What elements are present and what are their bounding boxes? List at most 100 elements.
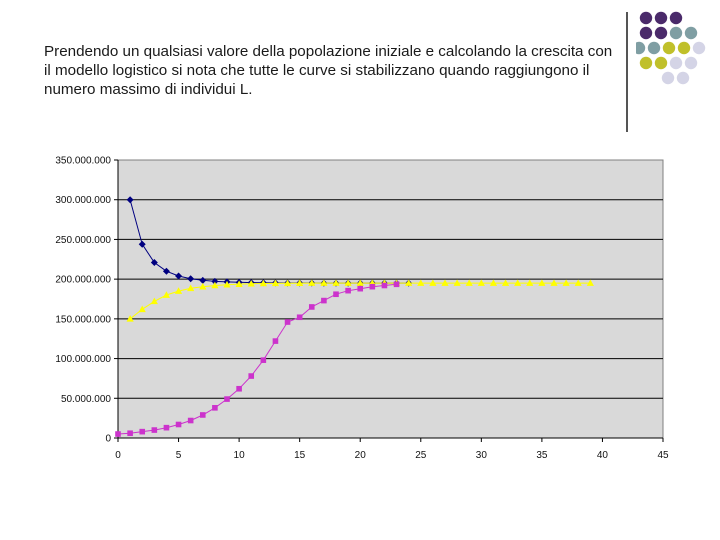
- x-tick-label: 5: [176, 450, 182, 461]
- y-tick-label: 150.000.000: [55, 314, 111, 325]
- y-tick-label: 0: [105, 434, 111, 445]
- data-point: [453, 279, 461, 286]
- data-point: [333, 291, 339, 298]
- data-point: [187, 275, 195, 283]
- decor-dot: [661, 71, 675, 85]
- data-point: [199, 282, 207, 290]
- x-tick-label: 35: [536, 450, 548, 461]
- series-square: [115, 281, 400, 437]
- decor-dot: [654, 11, 668, 25]
- data-point: [538, 279, 546, 286]
- decor-dot: [669, 56, 683, 70]
- data-point: [223, 280, 231, 288]
- data-point: [174, 287, 183, 294]
- slide-paragraph: Prendendo un qualsiasi valore della popo…: [44, 43, 613, 98]
- decor-dot: [647, 41, 661, 55]
- data-point: [151, 427, 158, 433]
- data-point: [211, 277, 219, 285]
- data-point: [283, 279, 292, 287]
- data-point: [260, 357, 267, 363]
- data-point: [199, 276, 207, 284]
- decorative-dot-grid: [636, 11, 706, 85]
- data-point: [441, 279, 449, 286]
- data-point: [501, 279, 510, 286]
- vertical-divider: [626, 12, 628, 132]
- data-point: [296, 279, 304, 286]
- data-point: [175, 421, 182, 428]
- data-point: [212, 405, 218, 411]
- data-point: [586, 279, 594, 286]
- data-point: [235, 280, 243, 287]
- data-point: [550, 279, 558, 286]
- x-tick-label: 10: [234, 450, 246, 461]
- data-point: [224, 396, 230, 402]
- data-point: [574, 279, 582, 286]
- data-point: [477, 279, 485, 286]
- decor-dot: [684, 56, 698, 70]
- data-point: [405, 279, 413, 286]
- data-point: [150, 297, 158, 305]
- data-point: [429, 279, 437, 286]
- plot-area: [117, 159, 664, 439]
- data-point: [369, 283, 376, 290]
- decor-dot: [639, 26, 653, 40]
- y-tick-label: 250.000.000: [55, 235, 111, 246]
- decor-dot: [676, 71, 690, 85]
- data-point: [150, 258, 158, 266]
- data-point: [320, 279, 328, 286]
- data-point: [211, 281, 219, 289]
- data-point: [138, 305, 146, 313]
- data-point: [187, 417, 194, 424]
- x-tick-label: 45: [657, 450, 669, 461]
- data-point: [127, 430, 133, 437]
- decor-dot: [684, 26, 698, 40]
- data-point: [308, 279, 316, 286]
- data-point: [162, 267, 170, 275]
- decor-dot: [662, 41, 676, 55]
- data-point: [345, 287, 351, 294]
- x-tick-label: 30: [476, 450, 488, 461]
- decor-dot: [654, 56, 668, 70]
- data-point: [271, 279, 280, 287]
- data-point: [562, 279, 570, 286]
- data-point: [259, 279, 267, 287]
- decor-dot: [692, 41, 706, 55]
- data-point: [236, 385, 242, 392]
- data-point: [296, 314, 303, 321]
- y-tick-label: 300.000.000: [55, 195, 111, 206]
- x-tick-label: 0: [115, 450, 121, 461]
- data-point: [163, 424, 170, 431]
- data-point: [393, 281, 400, 288]
- data-point: [162, 291, 171, 298]
- data-point: [139, 428, 146, 435]
- data-point: [248, 373, 255, 379]
- x-tick-label: 20: [355, 450, 367, 461]
- data-point: [356, 279, 364, 286]
- x-tick-label: 15: [294, 450, 306, 461]
- data-point: [284, 319, 291, 325]
- data-point: [187, 284, 195, 292]
- decor-dot: [639, 11, 653, 25]
- decor-dot: [639, 56, 653, 70]
- data-point: [321, 297, 327, 304]
- y-tick-label: 100.000.000: [55, 354, 111, 365]
- x-tick-label: 40: [597, 450, 609, 461]
- x-tick-label: 25: [415, 450, 427, 461]
- data-point: [357, 285, 364, 292]
- y-tick-label: 200.000.000: [55, 275, 111, 286]
- data-point: [526, 279, 534, 286]
- decor-dot: [636, 41, 646, 55]
- y-tick-label: 350.000.000: [55, 156, 111, 167]
- decor-dot: [669, 26, 683, 40]
- data-point: [199, 412, 206, 418]
- data-point: [381, 282, 388, 289]
- data-point: [126, 315, 134, 322]
- data-point: [332, 279, 340, 286]
- population-chart: 0 50.000.000 100.000.000 150.000.000 200.000…: [55, 156, 669, 462]
- data-point: [272, 338, 279, 344]
- data-point: [308, 304, 315, 310]
- data-point: [138, 240, 146, 248]
- decor-dot: [669, 11, 683, 25]
- data-point: [115, 431, 121, 437]
- decor-dot: [654, 26, 668, 40]
